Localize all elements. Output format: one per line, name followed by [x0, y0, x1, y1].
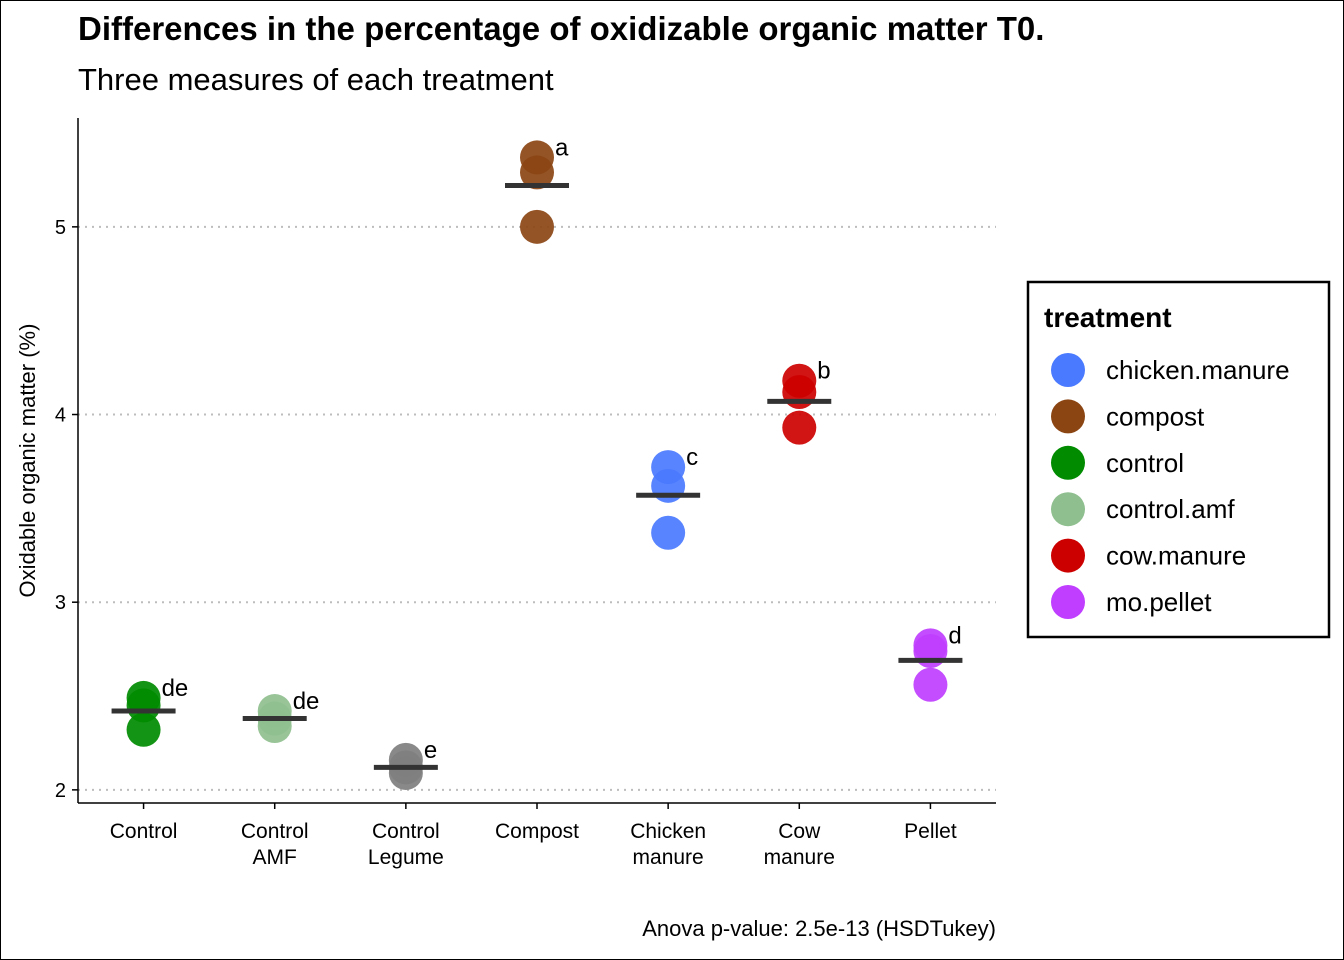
data-marks: de de e a c b d: [111, 134, 963, 790]
data-point: [520, 140, 554, 175]
chart-caption: Anova p-value: 2.5e-13 (HSDTukey): [642, 916, 996, 941]
data-point: [913, 628, 948, 663]
data-point: [520, 209, 554, 244]
x-tick-label: Cow manure: [764, 820, 835, 869]
y-axis-label: Oxidable organic matter (%): [15, 324, 40, 598]
data-point: [782, 363, 817, 398]
x-tick-label: Compost: [495, 820, 579, 843]
y-tick-label: 2: [55, 780, 66, 802]
significance-letter: a: [555, 134, 569, 161]
legend: treatment chicken.manure compost control con…: [1026, 280, 1331, 639]
data-point: [651, 515, 686, 550]
axes: [72, 118, 996, 809]
x-tick-label: Pellet: [904, 820, 957, 843]
y-tick-label: 5: [55, 217, 66, 239]
data-point: [126, 712, 161, 747]
significance-letter: e: [424, 737, 437, 764]
x-tick-label: Chicken manure: [630, 820, 706, 869]
legend-key: [1051, 538, 1085, 573]
significance-letter: b: [817, 358, 830, 385]
significance-letter: d: [948, 622, 961, 649]
y-tick-label: 4: [55, 405, 66, 427]
legend-label: compost: [1106, 401, 1205, 431]
y-tick-label: 3: [55, 592, 66, 614]
legend-label: mo.pellet: [1106, 587, 1212, 617]
legend-label: control: [1106, 448, 1184, 478]
data-point: [651, 450, 686, 485]
legend-key: [1051, 492, 1085, 527]
chart-subtitle: Three measures of each treatment: [78, 62, 554, 97]
x-tick-label: Control AMF: [241, 820, 309, 869]
data-point: [388, 742, 423, 777]
x-tick-label: Control: [110, 820, 178, 843]
legend-label: chicken.manure: [1106, 355, 1290, 385]
data-point: [782, 410, 817, 445]
legend-label: control.amf: [1106, 494, 1235, 524]
data-point: [257, 694, 292, 729]
legend-label: cow.manure: [1106, 541, 1246, 571]
axis-labels: 2 3 4 5 Oxidable organic matter (%) Control Co…: [15, 217, 957, 869]
significance-letter: c: [686, 444, 698, 471]
significance-letter: de: [293, 688, 320, 715]
legend-key: [1051, 585, 1085, 619]
legend-key: [1051, 353, 1085, 387]
x-tick-label: Control Legume: [368, 820, 444, 869]
significance-letter: de: [162, 675, 189, 702]
legend-key: [1051, 399, 1085, 434]
data-point: [126, 680, 161, 715]
data-point: [913, 667, 948, 702]
chart-title: Differences in the percentage of oxidiza…: [78, 10, 1045, 47]
legend-key: [1051, 445, 1085, 480]
gridlines: [78, 225, 996, 791]
legend-title: treatment: [1044, 302, 1172, 333]
